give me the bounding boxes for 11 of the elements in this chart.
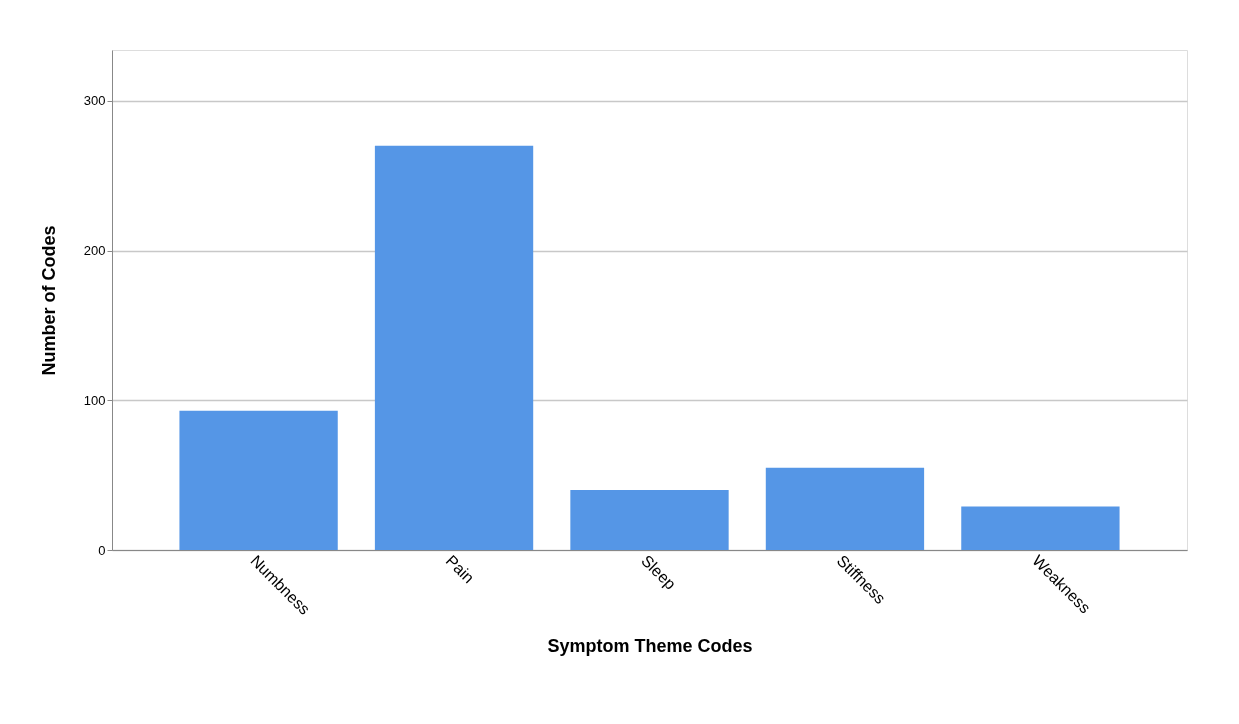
bar [765, 467, 925, 550]
y-tick-label: 200 [83, 243, 106, 259]
y-tick-label: 0 [98, 542, 106, 558]
y-tick-label: 300 [83, 93, 106, 109]
bar [570, 490, 729, 550]
bar [374, 145, 534, 550]
y-tick-label: 100 [83, 392, 106, 408]
y-axis-title: Number of Codes [38, 225, 59, 376]
bar [179, 410, 338, 550]
x-axis-title: Symptom Theme Codes [547, 635, 753, 656]
bar [961, 506, 1120, 550]
